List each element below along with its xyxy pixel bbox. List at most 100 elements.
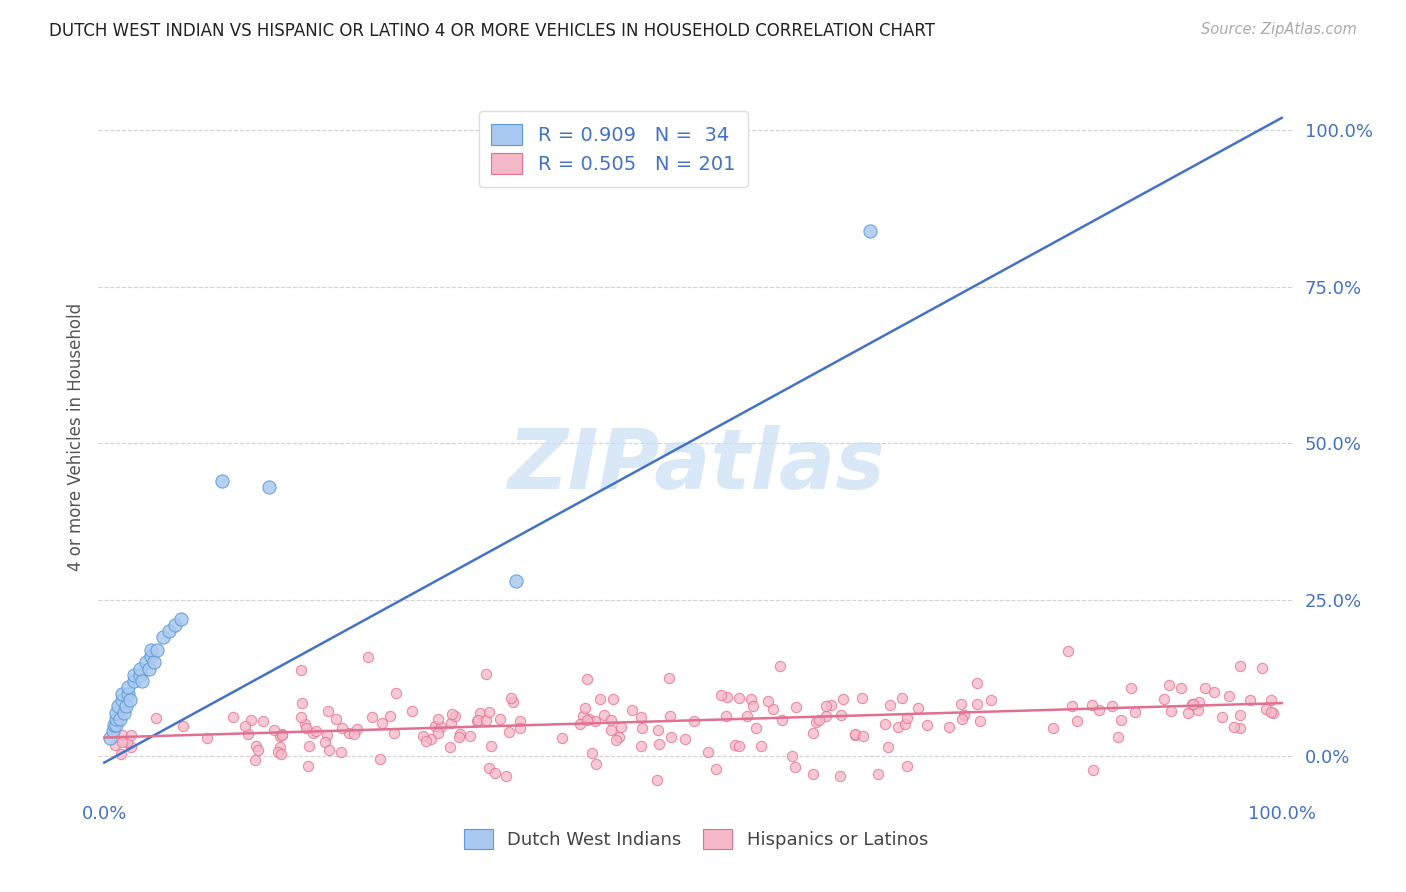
Point [683, 714, 706, 728]
Point [305, 724, 328, 739]
Point [589, 691, 612, 706]
Point [575, 673, 598, 687]
Point [298, 739, 321, 753]
Point [105, 718, 128, 732]
Point [1211, 710, 1233, 724]
Point [112, 690, 135, 705]
Text: DUTCH WEST INDIAN VS HISPANIC OR LATINO 4 OR MORE VEHICLES IN HOUSEHOLD CORRELAT: DUTCH WEST INDIAN VS HISPANIC OR LATINO … [49, 22, 935, 40]
Point [240, 713, 263, 727]
Point [1083, 763, 1105, 777]
Point [269, 730, 291, 744]
Point [890, 691, 912, 706]
Point [630, 721, 652, 735]
Point [1187, 703, 1209, 717]
Point [1218, 689, 1240, 703]
Point [134, 656, 156, 670]
Point [343, 727, 366, 741]
Point [257, 480, 280, 494]
Point [785, 699, 807, 714]
Point [697, 745, 720, 759]
Point [172, 719, 194, 733]
Point [271, 727, 294, 741]
Point [478, 761, 501, 775]
Point [131, 674, 153, 689]
Point [1181, 697, 1204, 711]
Point [412, 729, 434, 743]
Point [110, 728, 132, 742]
Point [1261, 706, 1284, 720]
Point [197, 731, 219, 746]
Point [938, 720, 960, 734]
Point [105, 706, 128, 720]
Point [316, 704, 339, 718]
Point [468, 706, 491, 720]
Point [128, 662, 150, 676]
Point [630, 710, 652, 724]
Point [830, 769, 852, 783]
Point [1125, 705, 1147, 719]
Point [440, 716, 463, 731]
Point [844, 726, 866, 740]
Point [128, 668, 150, 682]
Point [252, 714, 274, 728]
Point [297, 758, 319, 772]
Point [502, 695, 524, 709]
Point [1062, 699, 1084, 714]
Point [361, 710, 384, 724]
Point [600, 723, 623, 738]
Point [1153, 692, 1175, 706]
Point [316, 728, 339, 742]
Point [346, 722, 368, 736]
Point [104, 738, 127, 752]
Point [1194, 681, 1216, 695]
Point [330, 745, 353, 759]
Point [444, 709, 467, 723]
Point [98, 731, 121, 745]
Point [427, 713, 450, 727]
Point [247, 742, 270, 756]
Point [879, 698, 901, 713]
Point [1177, 706, 1199, 720]
Point [509, 714, 531, 728]
Point [724, 738, 747, 752]
Point [110, 747, 132, 761]
Point [122, 674, 145, 689]
Point [222, 710, 245, 724]
Point [593, 707, 616, 722]
Point [1181, 697, 1204, 711]
Point [1080, 698, 1102, 713]
Point [907, 700, 929, 714]
Point [330, 721, 353, 735]
Point [111, 693, 134, 707]
Point [142, 656, 165, 670]
Point [146, 643, 169, 657]
Point [740, 691, 762, 706]
Point [620, 703, 643, 717]
Point [145, 711, 167, 725]
Point [495, 768, 517, 782]
Point [814, 709, 837, 723]
Legend: Dutch West Indians, Hispanics or Latinos: Dutch West Indians, Hispanics or Latinos [457, 822, 935, 856]
Point [658, 708, 681, 723]
Point [645, 773, 668, 788]
Point [269, 740, 291, 755]
Point [581, 746, 603, 760]
Point [138, 662, 160, 676]
Point [163, 618, 186, 632]
Point [1229, 659, 1251, 673]
Point [1170, 681, 1192, 695]
Point [966, 676, 988, 690]
Point [423, 719, 446, 733]
Point [844, 727, 866, 741]
Point [439, 739, 461, 754]
Point [105, 712, 128, 726]
Point [478, 705, 501, 719]
Point [115, 735, 138, 749]
Point [706, 763, 728, 777]
Point [569, 716, 592, 731]
Point [101, 724, 124, 739]
Point [1107, 730, 1129, 744]
Point [585, 757, 607, 772]
Point [572, 709, 595, 723]
Point [673, 732, 696, 747]
